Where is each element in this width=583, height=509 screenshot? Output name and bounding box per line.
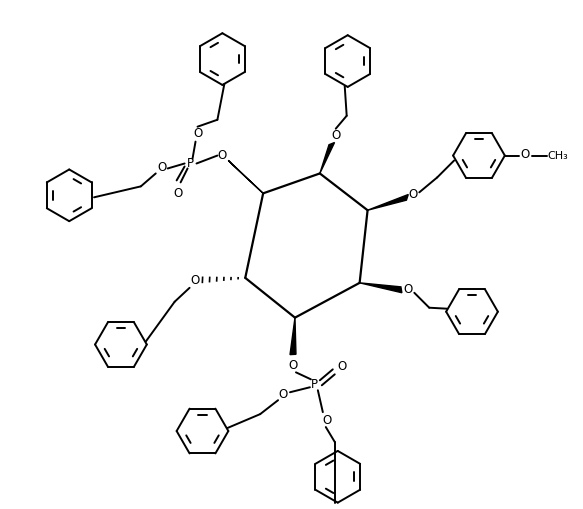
Polygon shape — [229, 160, 263, 193]
Text: O: O — [409, 188, 418, 201]
Text: O: O — [331, 129, 340, 142]
Text: O: O — [157, 161, 166, 174]
Text: O: O — [218, 149, 227, 162]
Text: O: O — [322, 414, 331, 427]
Text: O: O — [279, 388, 287, 401]
Text: CH₃: CH₃ — [547, 151, 568, 160]
Text: O: O — [404, 284, 413, 296]
Text: O: O — [190, 274, 199, 288]
Polygon shape — [360, 283, 402, 293]
Polygon shape — [368, 194, 408, 210]
Text: O: O — [173, 187, 182, 200]
Text: P: P — [187, 157, 194, 170]
Text: O: O — [337, 360, 346, 373]
Text: P: P — [311, 378, 318, 391]
Polygon shape — [320, 143, 335, 174]
Text: O: O — [289, 359, 297, 372]
Text: O: O — [520, 148, 529, 161]
Text: O: O — [193, 127, 202, 140]
Polygon shape — [290, 318, 296, 355]
